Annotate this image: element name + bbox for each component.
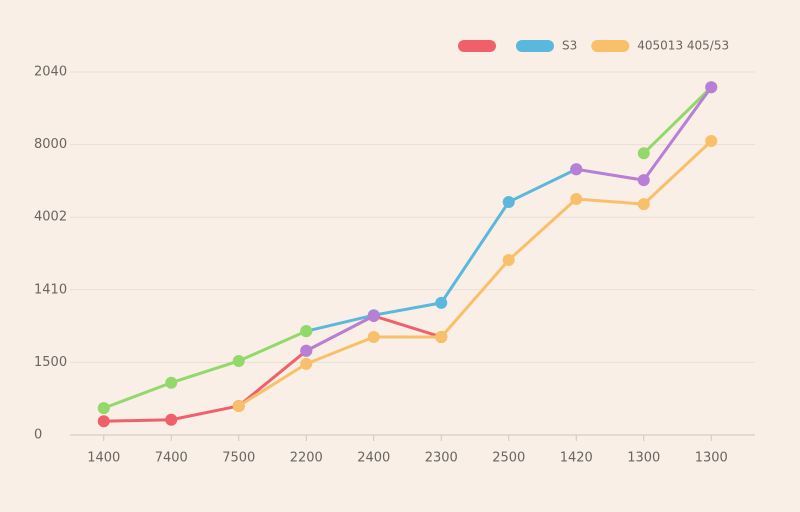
series-line [237, 139, 713, 408]
data-point [300, 357, 313, 370]
data-point [705, 134, 718, 147]
y-tick-label: 2040 [34, 65, 67, 80]
y-tick-label: 0 [34, 428, 42, 443]
legend-swatch [458, 40, 496, 52]
data-point [435, 330, 448, 343]
data-point [367, 330, 380, 343]
data-point [97, 415, 110, 428]
x-tick-label: 2200 [290, 451, 323, 466]
x-tick-label: 7400 [155, 451, 188, 466]
data-point [367, 309, 380, 322]
x-tick-label: 2500 [492, 451, 525, 466]
data-point [300, 325, 313, 338]
legend-label: 405013 405/53 [637, 39, 729, 53]
x-tick-label: 1300 [627, 451, 660, 466]
legend-swatch [516, 40, 554, 52]
y-tick-label: 1410 [34, 282, 67, 297]
series-line [102, 85, 713, 410]
y-tick-label: 1500 [34, 355, 67, 370]
data-point [502, 195, 515, 208]
data-point [97, 402, 110, 415]
legend-swatch [591, 40, 630, 52]
x-tick-label: 2300 [425, 451, 458, 466]
data-point [637, 174, 650, 187]
x-tick-label: 1400 [87, 451, 120, 466]
x-tick-label: 7500 [222, 451, 255, 466]
x-tick-label: 1300 [695, 451, 728, 466]
y-tick-label: 4002 [34, 210, 67, 225]
data-point [165, 413, 178, 426]
data-point [165, 376, 178, 389]
data-point [435, 296, 448, 309]
data-point [570, 163, 583, 176]
x-tick-label: 2400 [357, 451, 390, 466]
x-tick-label: 1420 [560, 451, 593, 466]
data-point [232, 354, 245, 367]
series-line [304, 85, 713, 353]
data-point [637, 147, 650, 160]
data-point [502, 254, 515, 267]
legend-label: S3 [562, 39, 577, 53]
data-point [570, 193, 583, 206]
data-point [705, 81, 718, 94]
data-point [300, 344, 313, 357]
y-tick-label: 8000 [34, 137, 67, 152]
data-point [232, 399, 245, 412]
data-point [637, 198, 650, 211]
series-line [102, 314, 443, 423]
